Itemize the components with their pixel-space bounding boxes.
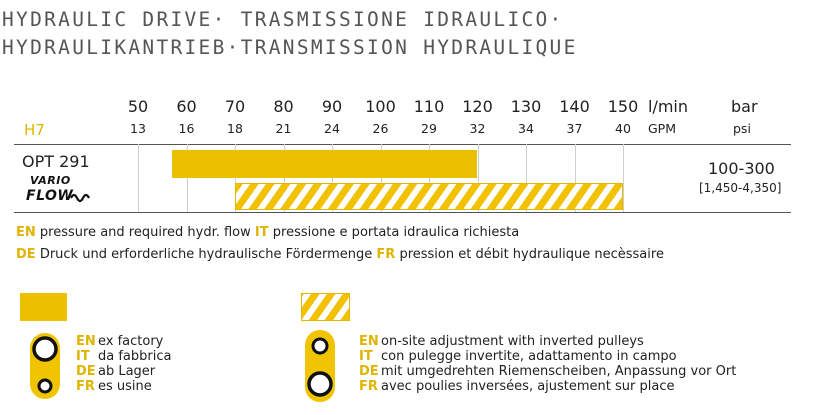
gpm-tick-label: 32 <box>469 121 486 136</box>
lmin-tick-label: 110 <box>413 97 445 116</box>
legend-text: avec poulies inversées, ajustement sur p… <box>381 379 675 394</box>
lmin-tick-label: 140 <box>559 97 590 116</box>
gridline <box>381 144 382 212</box>
logo-text-bottom: FLOW <box>26 188 74 204</box>
legend-text: mit umgedrehten Riemenscheiben, Anpassun… <box>381 364 737 379</box>
gridline <box>429 144 430 212</box>
gpm-tick-label: 34 <box>518 121 534 136</box>
legend-line: DE ab Lager <box>76 364 171 379</box>
gridline <box>623 144 624 212</box>
psi-unit: psi <box>733 121 751 136</box>
lmin-tick-label: 60 <box>176 97 197 116</box>
lmin-tick-label: 130 <box>510 97 542 116</box>
inverted-pulley-belt-icon <box>305 330 335 402</box>
model-label: H7 <box>24 121 45 139</box>
gpm-tick-label: 29 <box>421 121 437 136</box>
description-line-1: EN pressure and required hydr. flow IT p… <box>16 225 519 240</box>
description-text: pression et débit hydraulique necèssaire <box>399 247 664 262</box>
legend-line: FR es usine <box>76 379 171 394</box>
lang-code: DE <box>359 364 379 379</box>
legend-text: con pulegge invertite, adattamento in ca… <box>381 349 677 364</box>
gridline <box>526 144 527 212</box>
legend-line: EN ex factory <box>76 334 171 349</box>
wave-icon <box>70 193 90 203</box>
lang-code: IT <box>76 349 90 364</box>
legend-text: ex factory <box>98 334 164 349</box>
gridline <box>138 144 139 212</box>
gridline <box>284 144 285 212</box>
legend-text: da fabbrica <box>98 349 172 364</box>
gpm-tick-label: 26 <box>372 121 389 136</box>
legend-hatched-swatch <box>301 293 350 321</box>
lang-code: IT <box>254 225 269 240</box>
gpm-tick-label: 16 <box>178 121 195 136</box>
pulley-belt-icon <box>30 333 60 399</box>
varioflow-logo: VARIO FLOW <box>26 174 96 210</box>
description-text: Druck und erforderliche hydraulische För… <box>39 247 373 262</box>
gpm-unit: GPM <box>648 121 677 136</box>
gridline <box>478 144 479 212</box>
lang-code: FR <box>376 247 396 262</box>
gpm-tick-label: 21 <box>275 121 292 136</box>
gpm-tick-label: 40 <box>615 121 631 136</box>
title-line-1: HYDRAULIC DRIVE· TRASMISSIONE IDRAULICO· <box>2 8 564 31</box>
row-top-line <box>14 144 791 145</box>
lang-code: DE <box>76 364 96 379</box>
lang-code: FR <box>359 379 378 394</box>
lang-code: IT <box>359 349 373 364</box>
legend-line: IT da fabbrica <box>76 349 171 364</box>
legend-text: on-site adjustment with inverted pulleys <box>381 334 644 349</box>
lang-code: EN <box>76 334 96 349</box>
lmin-tick-label: 80 <box>273 97 294 116</box>
lmin-tick-label: 90 <box>321 97 343 116</box>
legend-line: FR avec poulies inversées, ajustement sur… <box>359 379 736 394</box>
onsite-range-bar <box>235 183 623 210</box>
lang-code: EN <box>16 225 36 240</box>
gridline <box>235 144 236 212</box>
gpm-tick-label: 18 <box>227 121 243 136</box>
gridline <box>575 144 576 212</box>
logo-text-top: VARIO <box>30 174 71 187</box>
lang-code: EN <box>359 334 379 349</box>
legend-solid-swatch <box>20 293 67 321</box>
description-text: pressure and required hydr. flow <box>39 225 251 240</box>
title-line-2: HYDRAULIKANTRIEB·TRANSMISSION HYDRAULIQU… <box>2 36 578 59</box>
gridline <box>187 144 188 212</box>
legend-line: EN on-site adjustment with inverted pulle… <box>359 334 736 349</box>
legend-text: ab Lager <box>98 364 156 379</box>
description-text: pressione e portata idraulica richiesta <box>272 225 520 240</box>
legend-factory-text: EN ex factory IT da fabbrica DE ab Lager FR… <box>76 334 171 394</box>
legend-line: DE mit umgedrehten Riemenscheiben, Anpass… <box>359 364 736 379</box>
option-label: OPT 291 <box>22 152 90 171</box>
pressure-value: 100-300 <box>708 159 775 178</box>
row-bottom-line <box>14 212 791 213</box>
legend-text: es usine <box>98 379 152 394</box>
lmin-tick-label: 150 <box>607 97 639 116</box>
gpm-tick-label: 37 <box>566 121 583 136</box>
gpm-tick-label: 13 <box>130 121 146 136</box>
bar-unit: bar <box>731 97 758 116</box>
lmin-tick-label: 50 <box>127 97 149 116</box>
legend-onsite-text: EN on-site adjustment with inverted pulle… <box>359 334 736 394</box>
legend-line: IT con pulegge invertite, adattamento in … <box>359 349 736 364</box>
lmin-tick-label: 70 <box>224 97 246 116</box>
lmin-tick-label: 100 <box>365 97 396 116</box>
pressure-psi-value: [1,450-4,350] <box>699 181 782 195</box>
description-line-2: DE Druck und erforderliche hydraulische … <box>16 247 664 262</box>
lang-code: DE <box>16 247 36 262</box>
gpm-tick-label: 24 <box>324 121 340 136</box>
lmin-unit: l/min <box>648 97 689 116</box>
gridline <box>332 144 333 212</box>
lang-code: FR <box>76 379 95 394</box>
lmin-tick-label: 120 <box>462 97 493 116</box>
factory-range-bar <box>171 150 478 178</box>
